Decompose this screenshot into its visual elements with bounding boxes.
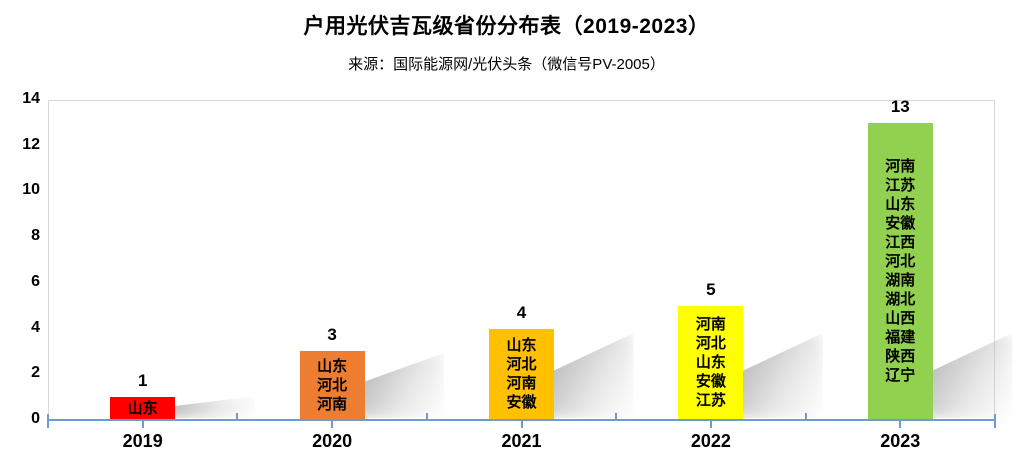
bar-label-stack: 山东 河北 河南 xyxy=(317,357,347,414)
bar-province-label: 辽宁 xyxy=(885,367,916,385)
x-axis-tick xyxy=(331,421,334,428)
bar-province-label: 山东 xyxy=(317,358,348,376)
y-axis-label: 12 xyxy=(22,135,40,153)
bar-2021: 山东 河北 河南 安徽 xyxy=(489,328,554,420)
bar-2022: 河南 河北 山东 安徽 江苏 xyxy=(678,305,744,420)
bar-2023: 河南 江苏 山东 安徽 江西 河北 湖南 湖北 山西 福建 陕西 辽宁 xyxy=(867,122,933,420)
bar-value-label: 5 xyxy=(706,279,716,299)
bar-province-label: 河北 xyxy=(695,335,726,353)
plot-area xyxy=(48,100,995,420)
bar-province-label: 河北 xyxy=(506,356,537,374)
x-axis-tick xyxy=(804,413,807,420)
bar-value-label: 3 xyxy=(327,325,337,345)
bar-province-label: 河南 xyxy=(885,158,916,176)
chart-title: 户用光伏吉瓦级省份分布表（2019-2023） xyxy=(303,15,710,38)
y-axis-label: 2 xyxy=(31,364,40,382)
x-axis-tick xyxy=(236,413,239,420)
bar-label-stack: 山东 河北 河南 安徽 xyxy=(506,336,536,412)
bar-province-label: 山东 xyxy=(885,196,916,214)
bar-province-label: 安徽 xyxy=(695,373,726,391)
bar-value-label: 13 xyxy=(890,96,910,116)
y-axis-label: 14 xyxy=(22,90,40,107)
bar-value-label: 1 xyxy=(137,371,148,391)
bar-province-label: 安徽 xyxy=(506,394,537,412)
bar-province-label: 河南 xyxy=(506,375,537,393)
bar-province-label: 河北 xyxy=(317,377,348,395)
x-axis-label: 2020 xyxy=(312,431,353,451)
bar-province-label: 湖北 xyxy=(885,291,916,309)
bar-province-label: 江苏 xyxy=(885,177,916,195)
x-axis-tick xyxy=(709,421,712,428)
x-axis-label: 2019 xyxy=(122,431,163,451)
x-axis-tick xyxy=(520,421,523,428)
bar-province-label: 江苏 xyxy=(695,392,726,410)
bar-label-stack: 山东 xyxy=(128,399,158,418)
y-axis-label: 6 xyxy=(31,272,40,290)
y-axis-label: 4 xyxy=(31,318,40,336)
x-axis-tick xyxy=(899,421,902,428)
x-axis-label: 2022 xyxy=(690,431,731,451)
bar-label-stack: 河南 江苏 山东 安徽 江西 河北 湖南 湖北 山西 福建 陕西 辽宁 xyxy=(885,157,915,385)
bar-2019: 山东 xyxy=(110,397,176,420)
x-axis-tick xyxy=(425,413,428,420)
bar-province-label: 河南 xyxy=(695,316,726,334)
bar-province-label: 山东 xyxy=(127,400,158,418)
x-axis-tick xyxy=(141,421,144,428)
x-axis-tick xyxy=(994,414,996,428)
x-axis-tick xyxy=(615,413,618,420)
bar-province-label: 安徽 xyxy=(885,215,916,233)
y-axis-label: 0 xyxy=(31,410,40,427)
bar-label-stack: 河南 河北 山东 安徽 江苏 xyxy=(696,315,726,410)
bar-province-label: 山西 xyxy=(885,310,916,328)
bar-province-label: 陕西 xyxy=(885,348,916,366)
y-axis-label: 8 xyxy=(31,227,40,245)
x-axis-line xyxy=(48,419,995,421)
x-axis-label: 2021 xyxy=(501,431,542,451)
bar-2020: 山东 河北 河南 xyxy=(299,351,365,420)
chart-subtitle: 来源：国际能源网/光伏头条（微信号PV-2005） xyxy=(348,56,665,73)
bar-province-label: 江西 xyxy=(885,234,916,252)
bar-province-label: 山东 xyxy=(695,354,726,372)
x-axis-label: 2023 xyxy=(880,431,921,451)
bar-province-label: 福建 xyxy=(885,329,916,347)
bar-province-label: 河南 xyxy=(317,396,348,414)
bar-province-label: 山东 xyxy=(506,337,537,355)
y-axis-label: 10 xyxy=(22,181,40,199)
bar-province-label: 湖南 xyxy=(885,272,916,290)
x-axis-tick xyxy=(47,414,49,428)
bar-province-label: 河北 xyxy=(885,253,916,271)
bar-value-label: 4 xyxy=(516,302,527,322)
